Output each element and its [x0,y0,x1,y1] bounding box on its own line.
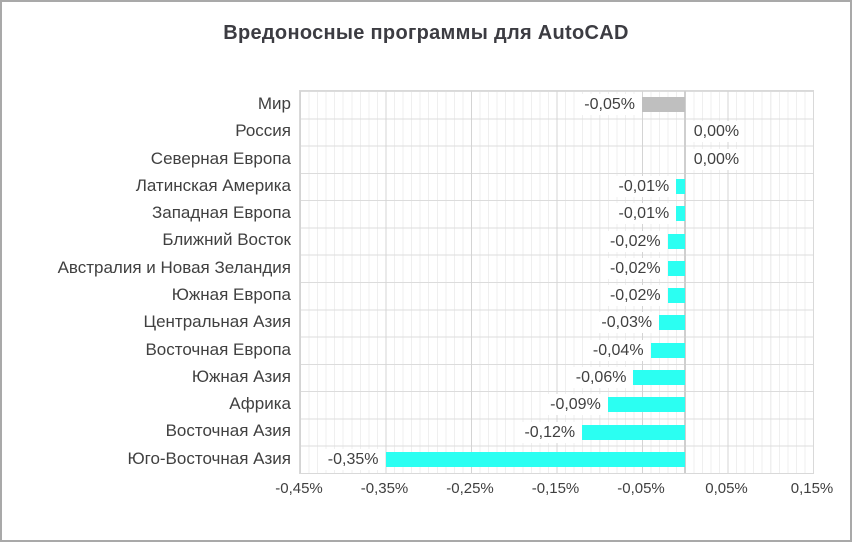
category-label: Ближний Восток [162,230,291,250]
x-axis-labels: -0,45% -0,35% -0,25% -0,15% -0,05% 0,05% 0,15% [275,480,833,500]
bar [582,424,685,440]
bar [667,260,685,276]
value-label: -0,09% [547,394,604,416]
category-label: Африка [229,394,291,414]
value-label: -0,02% [606,230,664,252]
category-label: Центральная Азия [143,312,292,332]
value-label: -0,01% [615,176,673,197]
category-label: Австралия и Новая Зеландия [57,257,291,277]
x-axis-tick-label: 0,15% [790,480,834,497]
x-axis-tick-label: 0,05% [705,480,748,497]
category-label: Юго-Восточная Азия [127,448,291,468]
value-label: -0,12% [521,421,579,443]
value-label: -0,02% [606,285,664,307]
bar [667,288,685,304]
value-label: -0,01% [615,203,673,225]
category-label: Восточная Азия [165,421,291,441]
zero-axis-line [683,91,686,473]
chart-title: Вредоносные программы для AutoCAD [223,22,629,44]
value-label: -0,02% [606,257,664,279]
category-label: Южная Азия [191,366,291,386]
value-label: -0,05% [581,94,638,116]
bar [667,233,685,249]
bar [650,342,685,358]
bar [676,179,685,194]
category-label: Южная Европа [171,285,291,304]
bar [642,97,685,113]
x-axis-tick-label: -0,15% [531,480,580,497]
bar [607,397,685,413]
category-label: Латинская Америка [135,175,291,195]
x-axis-tick-label: -0,35% [360,480,409,497]
value-label: -0,06% [572,367,630,388]
bar [659,315,685,331]
plot-area: -0,05% 0,00% 0,00% -0,01% -0,01% -0,02% -0,02%… [299,90,814,474]
bar [633,370,685,385]
value-label: 0,00% [690,148,743,170]
value-label: -0,03% [598,312,656,334]
value-label: -0,35% [324,448,382,470]
x-axis-tick-label: -0,25% [446,480,494,497]
bar [676,206,685,222]
value-label: 0,00% [690,121,743,143]
x-axis-tick-label: -0,45% [275,480,323,497]
bar [385,451,685,467]
category-label: Северная Европа [150,148,291,168]
category-axis: Мир Россия Северная Европа Латинская Америк… [2,90,291,472]
x-axis-tick-label: -0,05% [617,480,665,497]
category-label: Западная Европа [151,203,291,223]
value-label: -0,04% [589,339,647,361]
category-label: Россия [235,121,291,141]
category-label: Мир [257,94,291,113]
category-label: Восточная Европа [145,339,291,359]
